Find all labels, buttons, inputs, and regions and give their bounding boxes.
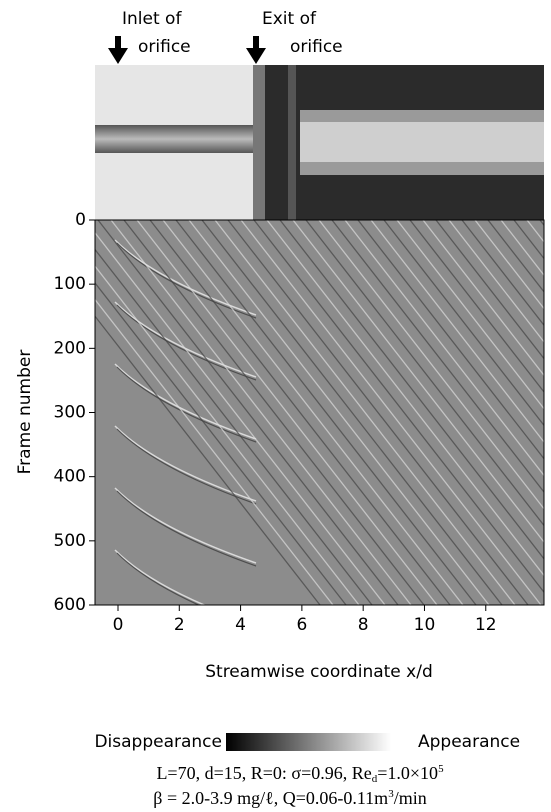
caption-part: β = 2.0-3.9 mg/ℓ, Q=0.06-0.11m xyxy=(153,788,388,808)
streak xyxy=(357,220,544,460)
streak xyxy=(318,220,544,510)
y-tick-label: 100 xyxy=(54,274,86,294)
annotation: orifice xyxy=(290,37,343,57)
streak xyxy=(305,220,544,527)
y-tick-label: 200 xyxy=(54,338,86,358)
caption-part: =1.0×10 xyxy=(377,763,438,783)
streak xyxy=(116,428,257,505)
streak xyxy=(110,220,412,605)
streak xyxy=(253,220,544,594)
streak xyxy=(409,220,544,394)
x-tick-label: 0 xyxy=(113,615,124,635)
y-tick-label: 300 xyxy=(54,403,86,423)
streak xyxy=(95,231,386,605)
streak xyxy=(116,552,200,605)
y-tick-label: 600 xyxy=(54,595,86,615)
heatmap xyxy=(95,220,544,605)
streak xyxy=(136,220,438,605)
streak xyxy=(292,220,544,544)
streak xyxy=(162,220,464,605)
streak xyxy=(383,220,544,427)
streak xyxy=(123,220,425,605)
streak xyxy=(188,220,490,605)
x-tick-label: 10 xyxy=(414,615,436,635)
annotation: orifice xyxy=(138,37,191,57)
streak xyxy=(114,301,257,378)
x-tick-label: 8 xyxy=(358,615,369,635)
streak xyxy=(97,220,399,605)
streak xyxy=(435,220,544,360)
y-tick-label: 500 xyxy=(54,531,86,551)
caption: β = 2.0-3.9 mg/ℓ, Q=0.06-0.11m3/min xyxy=(153,788,426,809)
x-tick-label: 4 xyxy=(235,615,246,635)
streak xyxy=(95,248,373,605)
streak xyxy=(116,366,257,443)
streak xyxy=(279,220,544,560)
streak xyxy=(331,220,544,494)
streak xyxy=(227,220,529,605)
streak xyxy=(114,487,257,564)
caption-part: /min xyxy=(394,788,427,808)
x-tick-label: 12 xyxy=(475,615,497,635)
streak xyxy=(344,220,544,477)
streak xyxy=(214,220,516,605)
caption-part: L=70, d=15, R=0: σ=0.96, Re xyxy=(156,763,371,783)
x-tick-label: 2 xyxy=(174,615,185,635)
streak xyxy=(240,220,542,605)
caption: L=70, d=15, R=0: σ=0.96, Red=1.0×105 xyxy=(156,763,444,785)
streak xyxy=(448,220,544,343)
streak xyxy=(116,490,257,567)
colorbar-label: Appearance xyxy=(418,732,520,752)
caption-part: 3 xyxy=(388,788,394,800)
annotation: Exit of xyxy=(262,9,317,29)
streak xyxy=(396,220,544,410)
streak xyxy=(114,363,257,440)
streak xyxy=(95,281,347,605)
streak xyxy=(95,265,360,605)
x-tick-label: 6 xyxy=(296,615,307,635)
streak xyxy=(95,298,334,605)
streak xyxy=(114,425,257,502)
annotation: Inlet of xyxy=(122,9,182,29)
caption-part: 5 xyxy=(438,763,444,775)
y-axis-label: Frame number xyxy=(15,350,35,475)
streak xyxy=(474,220,544,310)
streak xyxy=(422,220,544,377)
photo xyxy=(95,65,544,220)
caption-part: d xyxy=(372,773,378,785)
streak xyxy=(116,304,257,381)
colorbar-label: Disappearance xyxy=(94,732,222,752)
streak xyxy=(175,220,477,605)
streak xyxy=(370,220,544,444)
streak xyxy=(487,220,544,293)
x-axis-label: Streamwise coordinate x/d xyxy=(205,662,433,682)
streak xyxy=(266,220,544,577)
arrows xyxy=(108,36,266,64)
streak xyxy=(201,220,503,605)
y-tick-label: 0 xyxy=(75,210,86,230)
streak xyxy=(149,220,451,605)
colorbar xyxy=(226,733,391,751)
streak xyxy=(461,220,544,327)
streak xyxy=(95,315,321,605)
y-tick-label: 400 xyxy=(54,467,86,487)
streak xyxy=(114,549,207,605)
